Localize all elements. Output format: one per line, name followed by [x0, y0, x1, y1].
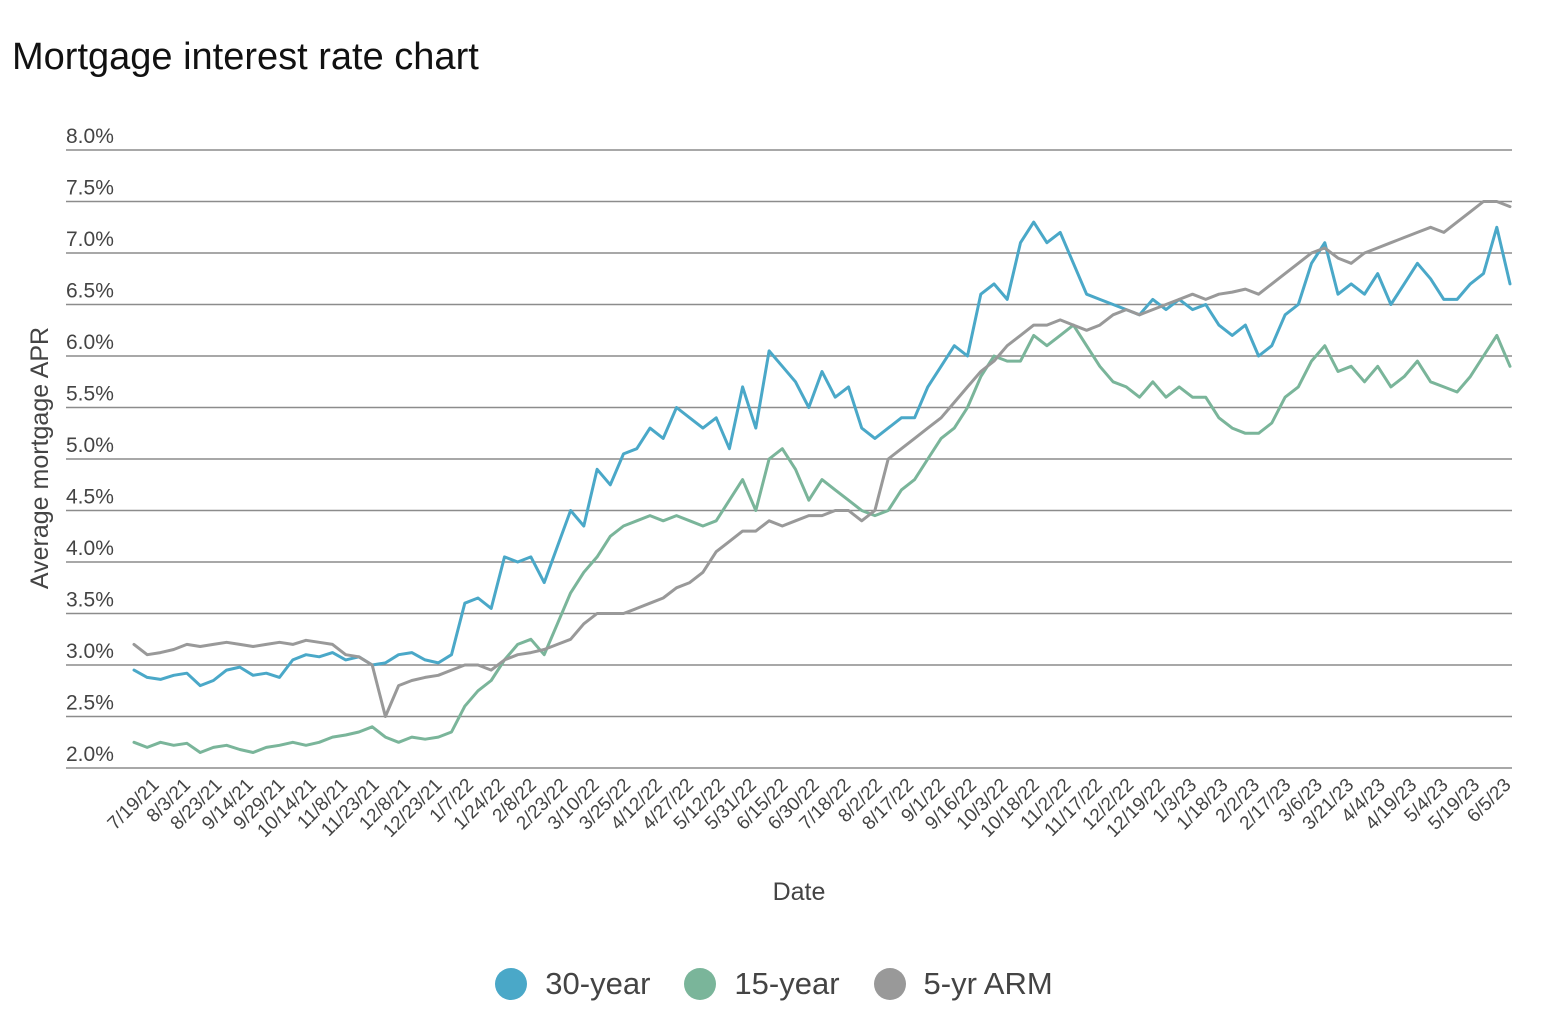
legend-label-15-year: 15-year: [734, 966, 840, 1001]
y-axis-label: Average mortgage APR: [26, 327, 54, 589]
y-tick-label: 6.0%: [66, 331, 114, 354]
series-line-5-yr-arm: [132, 200, 1512, 718]
y-tick-label: 7.0%: [66, 228, 114, 251]
y-tick-label: 3.5%: [66, 589, 114, 612]
y-tick-label: 6.5%: [66, 280, 114, 303]
legend-item-5-yr-arm: 5-yr ARM: [873, 966, 1053, 1002]
y-tick-label: 5.5%: [66, 383, 114, 406]
y-tick-label: 4.5%: [66, 486, 114, 509]
y-axis-ticks: 2.0% 2.5% 3.0% 3.5% 4.0% 4.5% 5.0% 5.5% 6.0% 6.5%…: [66, 125, 114, 766]
series-line-15-year: [132, 323, 1512, 754]
legend-swatch-5-yr-arm: [873, 968, 906, 1000]
chart-legend: 30-year 15-year 5-yr ARM: [0, 966, 1548, 1002]
y-tick-label: 8.0%: [66, 125, 114, 148]
chart-title: Mortgage interest rate chart: [12, 36, 479, 78]
legend-item-30-year: 30-year: [495, 966, 650, 1002]
y-tick-label: 2.5%: [66, 692, 114, 715]
y-tick-label: 3.0%: [66, 640, 114, 663]
y-tick-label: 4.0%: [66, 537, 114, 560]
y-tick-label: 5.0%: [66, 434, 114, 457]
y-tick-label: 7.5%: [66, 177, 114, 200]
legend-item-15-year: 15-year: [684, 966, 840, 1002]
legend-label-30-year: 30-year: [545, 966, 651, 1001]
legend-swatch-15-year: [684, 968, 717, 1000]
series-lines: [132, 200, 1512, 754]
legend-label-5-yr-arm: 5-yr ARM: [923, 966, 1053, 1001]
x-axis-label: Date: [773, 878, 826, 906]
series-line-30-year: [132, 220, 1512, 688]
grid-lines: [66, 149, 1512, 769]
x-axis-ticks: 7/19/218/3/218/23/219/14/219/29/2110/14/…: [104, 775, 1516, 842]
y-tick-label: 2.0%: [66, 743, 114, 766]
legend-swatch-30-year: [495, 968, 528, 1000]
